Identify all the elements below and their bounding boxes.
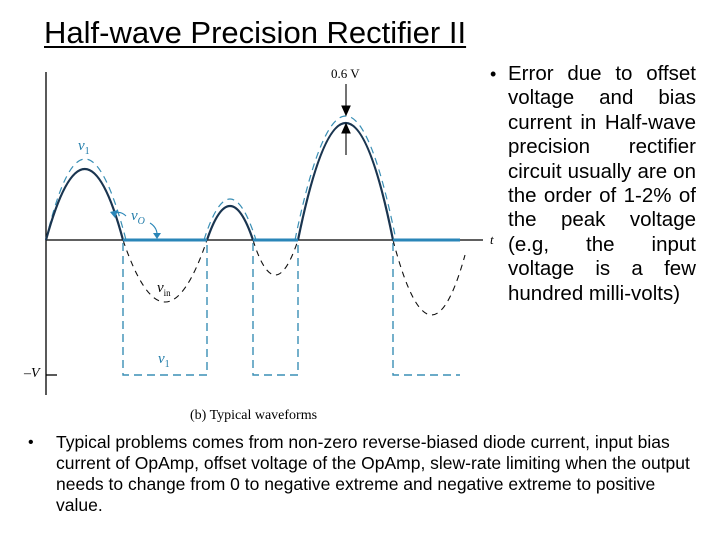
time-axis-label: t xyxy=(490,232,494,247)
v1-negative-pulses xyxy=(122,243,460,376)
side-bullet-text: Error due to offset voltage and bias cur… xyxy=(508,62,696,305)
bottom-bullet: • Typical problems comes from non-zero r… xyxy=(28,432,698,516)
vin-negative-lobes xyxy=(122,239,466,316)
v1-positive-envelope xyxy=(45,115,397,241)
vo-label: vO xyxy=(131,208,145,227)
bottom-bullet-text: Typical problems comes from non-zero rev… xyxy=(56,432,690,515)
v1-bottom-label: v1 xyxy=(158,351,170,370)
slide-title: Half-wave Precision Rectifier II xyxy=(44,15,467,50)
offset-arrows xyxy=(341,84,351,155)
waveform-figure: 0.6 V v1 vO vin v1 t –V (b) Typical wave… xyxy=(0,60,500,430)
negative-level-label: –V xyxy=(24,366,40,381)
offset-label: 0.6 V xyxy=(331,66,360,81)
vin-label: vin xyxy=(157,280,171,298)
v1-top-label: v1 xyxy=(78,138,90,157)
figure-caption: (b) Typical waveforms xyxy=(190,408,318,423)
bullet-marker: • xyxy=(28,434,34,451)
bullet-marker: • xyxy=(490,64,497,84)
side-bullet: • Error due to offset voltage and bias c… xyxy=(484,62,696,306)
vo-positive-lobes xyxy=(44,122,395,241)
waveform-plot xyxy=(44,72,483,395)
